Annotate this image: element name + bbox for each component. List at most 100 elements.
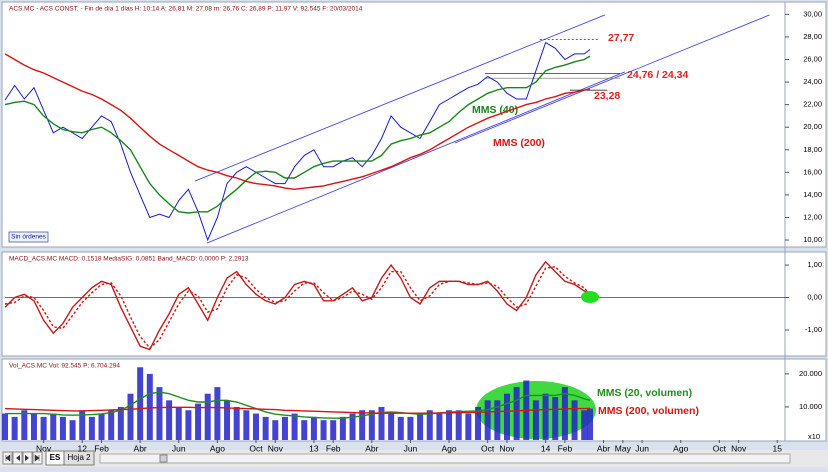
volume-bar [503,393,510,440]
volume-bar [2,413,8,440]
volume-bar [195,403,202,440]
x-tick-label: Jun [172,443,186,453]
volume-bar [388,413,395,440]
x-tick-label: Nov [499,443,515,453]
panel-header: ACS.MC - ACS CONST. - Fin de día 1 días … [9,6,363,13]
x-tick-label: Feb [326,443,341,453]
y-tick-label: 16,00 [803,167,822,176]
panel-header: Vol_ACS.MC Vol: 92.545 P: 6.704.294 [9,363,120,370]
series-label: MMS (40) [472,104,518,116]
volume-bar [513,387,520,440]
x-tick-label: Ago [441,443,456,453]
volume-bar [494,400,501,440]
x-tick-label: Abr [365,443,378,453]
macd-panel [1,251,827,357]
y-tick-label: 12,00 [803,212,822,221]
volume-bar [359,410,366,440]
x-tick-label: Ago [673,443,688,453]
y-tick-label: 0,00 [807,293,822,302]
level-label: 23,28 [594,90,620,102]
volume-bar [185,410,192,440]
x-tick-label: Ago [210,443,225,453]
volume-bar [455,410,462,440]
volume-bar [368,410,375,440]
tab-nav[interactable] [2,451,43,465]
x-tick-label: 13 [309,443,319,453]
volume-bar [69,420,76,440]
volume-bar [561,387,568,440]
volume-bar [446,410,453,440]
volume-bar [224,400,231,440]
volume-bar [21,410,28,440]
series-line [4,406,591,414]
badge: Sin órdenes [11,234,46,241]
x-tick-label: Oct [481,443,495,453]
volume-bar [59,416,66,440]
y-tick-label: 20,00 [803,122,822,131]
volume-bar [137,367,144,440]
nav-first-icon [5,454,11,462]
x-tick-label: Nov [268,443,284,453]
volume-bar [339,416,346,440]
volume-bar [30,413,37,440]
volume-bar [417,413,424,440]
x-tick-label: Nov [731,443,747,453]
volume-bar [301,420,308,440]
scroll-thumb[interactable] [159,454,168,463]
volume-panel [1,358,827,442]
price-panel [1,1,827,248]
nav-next-icon [25,455,29,461]
volume-bar [40,416,47,440]
volume-bar [581,410,588,440]
volume-bar [272,420,279,440]
volume-bar [98,413,105,440]
trend-line [454,14,770,144]
badge-box [8,231,49,243]
level-label: 24,76 / 24,34 [627,69,688,81]
x-tick-label: 14 [541,443,551,453]
series-line [4,41,591,242]
y-tick-label: 20.000 [799,369,822,378]
volume-bar [378,406,385,440]
series-line [4,260,591,351]
series-line [5,391,591,419]
y-tick-label: 1,00 [807,260,822,269]
tab[interactable] [63,450,95,466]
volume-bar [127,393,134,440]
x-tick-label: Oct [713,443,727,453]
x-tick-label: Abr [597,443,610,453]
trend-line [194,14,606,182]
volume-bar [108,410,115,440]
volume-bar [281,416,288,440]
y-tick-label: 28,00 [803,32,822,41]
x-tick-label: Jun [404,443,418,453]
volume-bar [310,416,317,440]
volume-bar [542,393,549,440]
volume-bar [243,410,250,440]
x-tick-label: 15 [773,443,783,453]
x-tick-label: 12 [77,443,87,453]
volume-bar [465,413,472,440]
volume-bar [475,406,482,440]
volume-bar [233,406,240,440]
x-tick-label: May [615,443,632,453]
x-tick-label: Feb [558,443,573,453]
tab-label: Hoja 2 [67,453,91,462]
volume-bar [407,416,414,440]
x-tick-label: Nov [36,443,52,453]
volume-bar [397,416,404,440]
x-tick-label: Abr [134,443,147,453]
x-tick-label: Oct [249,443,263,453]
tab-label: ES [50,453,61,462]
volume-bar [146,373,153,440]
volume-bar [532,400,539,440]
volume-bar [436,413,443,440]
series-line [4,265,591,349]
volume-bar [571,400,578,440]
highlight-ellipse [581,291,599,303]
x-tick-label: Jun [635,443,649,453]
scrollbar[interactable] [99,453,791,464]
y-tick-label: 14,00 [803,190,822,199]
nav-prev-icon [16,455,20,461]
